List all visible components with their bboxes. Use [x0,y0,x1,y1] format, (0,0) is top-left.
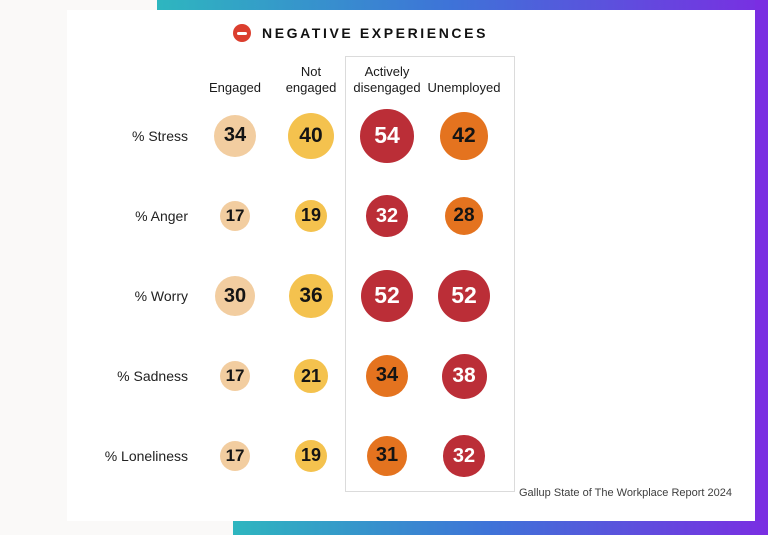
row-label: % Loneliness [104,448,188,464]
value-bubble: 36 [289,274,333,318]
row-label: % Sadness [117,368,188,384]
value-bubble: 54 [360,109,414,163]
value-bubble: 19 [295,440,327,472]
source-note: Gallup State of The Workplace Report 202… [519,487,732,499]
row-label: % Worry [134,288,188,304]
value-bubble: 21 [294,359,328,393]
right-gradient-strip [755,0,768,535]
value-bubble: 32 [366,195,408,237]
row-label: % Stress [131,128,188,144]
disengaged-unemployed-box [345,56,515,492]
chart-title: NEGATIVE EXPERIENCES [233,24,488,42]
value-bubble: 17 [220,361,251,392]
bottom-gradient-bar [233,521,768,535]
value-bubble: 34 [213,114,257,158]
row-label: % Anger [135,208,188,224]
value-bubble: 34 [365,354,409,398]
value-bubble: 32 [443,435,485,477]
chart-card: NEGATIVE EXPERIENCES Engaged Not engaged A… [67,10,755,521]
minus-icon [233,24,251,42]
value-bubble: 31 [366,435,408,477]
chart-title-text: NEGATIVE EXPERIENCES [262,25,489,41]
value-bubble: 17 [220,201,251,232]
column-header: Not engaged [285,64,337,96]
value-bubble: 30 [215,276,255,316]
column-header: Engaged [208,80,262,96]
value-bubble: 52 [437,269,491,323]
column-header: Unemployed [427,80,501,96]
column-header: Actively disengaged [353,64,421,96]
value-bubble: 38 [441,353,487,399]
value-bubble: 28 [444,196,484,236]
bubble-chart: Engaged Not engaged Actively disengaged Une… [67,10,755,521]
value-bubble: 17 [220,441,251,472]
value-bubble: 42 [440,112,488,160]
value-bubble: 40 [287,112,335,160]
top-gradient-bar [157,0,768,10]
value-bubble: 19 [295,200,327,232]
value-bubble: 52 [360,269,414,323]
